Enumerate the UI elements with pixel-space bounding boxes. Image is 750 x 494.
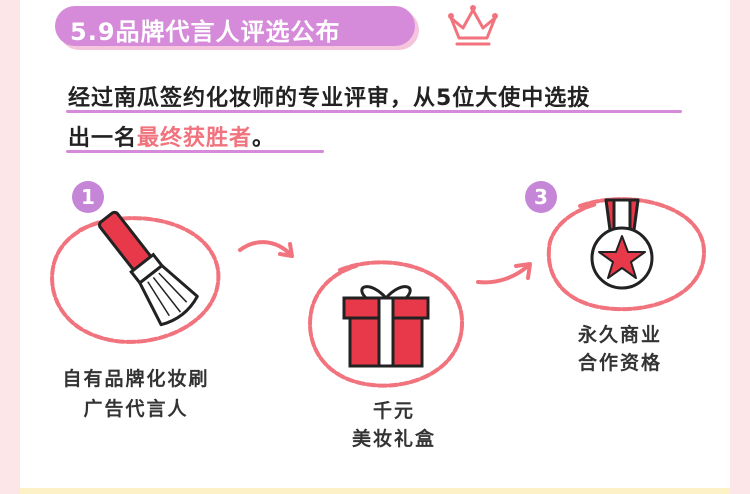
medal-icon <box>590 198 654 290</box>
title-pill <box>55 6 415 46</box>
intro-line-2: 出一名最终获胜者。 <box>68 120 275 152</box>
gift-box-icon <box>342 285 430 368</box>
intro-underline-2 <box>66 150 324 153</box>
arrow-right-icon <box>476 262 532 285</box>
page-title: 5.9品牌代言人评选公布 <box>70 18 341 46</box>
step-1-label-line-2: 广告代言人 <box>83 398 189 420</box>
step-3-label-line-2: 合作资格 <box>577 352 662 374</box>
intro-suffix: 。 <box>252 126 276 151</box>
step-1-badge: 1 <box>72 181 104 213</box>
step-3-label-line-1: 永久商业 <box>577 324 662 346</box>
step-2-label-line-2: 美妆礼盒 <box>351 428 436 450</box>
makeup-brush-icon <box>98 210 199 327</box>
step-3-circle <box>546 197 707 312</box>
step-1-circle <box>50 216 221 344</box>
intro-line-1: 经过南瓜签约化妆师的专业评审，从5位大使中选拔 <box>68 86 591 111</box>
bottom-strip <box>20 488 730 494</box>
intro-underline-1 <box>66 110 682 113</box>
step-2-circle <box>308 260 465 388</box>
intro-prefix: 出一名 <box>68 126 138 151</box>
crown-icon <box>448 5 498 46</box>
step-2-label-line-1: 千元 <box>372 400 415 422</box>
arrow-right-icon <box>238 240 294 258</box>
step-1-label-line-1: 自有品牌化妆刷 <box>62 368 210 390</box>
winner-highlight: 最终获胜者 <box>137 126 253 151</box>
step-3-badge: 3 <box>525 181 557 213</box>
